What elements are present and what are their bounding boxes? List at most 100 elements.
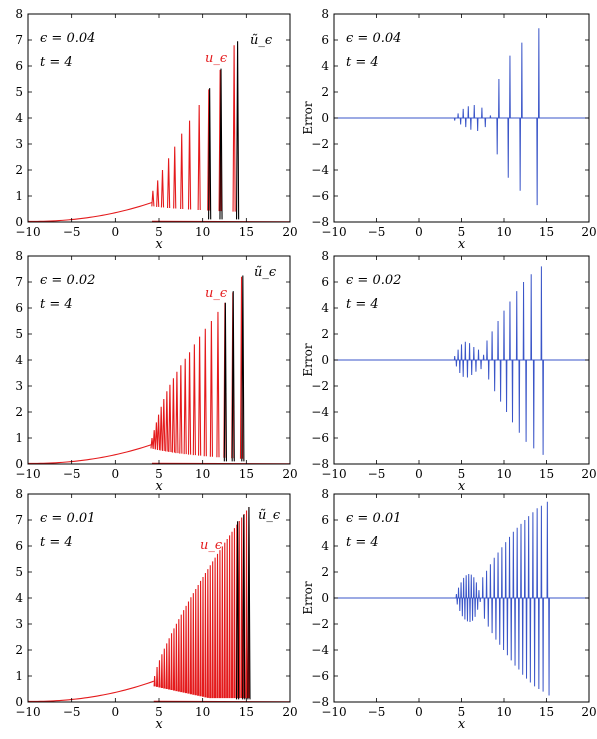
y-tick-label: 4: [15, 353, 23, 367]
x-tick-label: −10: [15, 705, 40, 719]
y-tick-label: −4: [311, 643, 329, 657]
x-tick-label: 5: [155, 225, 163, 239]
u-eps-peak-4: [163, 648, 166, 689]
x-tick-label: 15: [239, 467, 254, 481]
u-eps-peak-6: [187, 120, 192, 210]
x-tick-label: 20: [282, 467, 297, 481]
y-tick-label: 1: [15, 189, 23, 203]
error-spike-14: [482, 354, 485, 361]
error-spike-5: [461, 597, 464, 617]
x-tick-label: 20: [581, 225, 596, 239]
x-axis-label: x: [458, 479, 466, 494]
u-eps-peak-6: [168, 638, 171, 690]
error-spike-40: [520, 523, 522, 599]
error-spike-20: [499, 359, 502, 402]
u-tilde-peak-0: [223, 302, 227, 462]
u-eps-peak-7: [197, 104, 201, 211]
u-eps-peak-30: [226, 538, 229, 699]
u-eps-peak-27: [218, 550, 222, 699]
error-spike-22: [485, 570, 488, 599]
x-tick-label: −10: [321, 467, 346, 481]
u-eps-ramp: [28, 443, 153, 464]
error-spike-18: [536, 117, 538, 206]
y-tick-label: 8: [321, 7, 329, 21]
x-tick-label: 5: [458, 705, 466, 719]
x-tick-label: −10: [15, 225, 40, 239]
y-tick-label: 6: [15, 301, 23, 315]
u-eps-peak-0: [153, 675, 156, 687]
error-spike-1: [455, 359, 458, 367]
y-tick-label: 0: [15, 215, 23, 229]
error-spike-22: [505, 359, 508, 413]
u-eps-peak-2: [154, 422, 158, 450]
u-eps-peak-1: [156, 180, 160, 207]
error-spike-11: [489, 115, 492, 119]
error-spike-13: [480, 359, 482, 370]
x-tick-label: −10: [321, 705, 346, 719]
error-spike-45: [529, 597, 532, 683]
chart-panel-left-row-3: −10 −5 0 5 10 15 20 0 1 2 3 4 5 6 7 8 x ϵ = 0.01 t = 4 u_ϵ ũ…: [15, 487, 297, 732]
error-spike-0: [453, 356, 456, 361]
u-eps-peak-11: [180, 614, 183, 693]
x-tick-label: 10: [195, 225, 210, 239]
y-tick-label: 4: [15, 591, 23, 605]
error-spike-4: [464, 117, 467, 128]
y-axis-label: Error: [301, 101, 315, 134]
error-spike-15: [486, 340, 488, 361]
u-tilde-peak-0: [208, 88, 212, 220]
u-eps-peak-7: [168, 384, 172, 453]
y-tick-label: 0: [321, 111, 329, 125]
u-eps-peak-33: [233, 528, 236, 699]
u-tilde-peak-0: [236, 521, 240, 700]
chart-panel-left-row-1: −10 −5 0 5 10 15 20 0 1 2 3 4 5 6 7 8 x ϵ = 0.04 t = 4 u_ϵ ũ…: [15, 7, 297, 252]
y-tick-label: 8: [15, 487, 23, 501]
u-eps-peak-32: [230, 531, 234, 699]
error-spike-17: [521, 42, 523, 119]
error-spike-3: [462, 108, 465, 119]
u-eps-peak-3: [160, 654, 163, 688]
y-tick-label: −6: [311, 189, 329, 203]
plot-data: [334, 501, 589, 696]
y-tick-label: 7: [15, 513, 23, 527]
u-eps-ramp: [28, 201, 153, 222]
error-spike-3: [458, 359, 461, 374]
u-eps-label: u_ϵ: [200, 538, 223, 553]
error-spike-18: [493, 359, 496, 392]
u-eps-peak-5: [180, 133, 184, 210]
error-spike-17: [476, 597, 479, 610]
u-eps-peak-17: [216, 311, 220, 458]
u-eps-peak-10: [232, 45, 236, 212]
error-spike-24: [489, 564, 492, 599]
u-eps-peak-5: [165, 643, 168, 690]
chart-panel-right-row-1: −10 −5 0 5 10 15 20 −8 −6 −4 −2 0 2 4 6 8 x Error ϵ = 0.04…: [301, 7, 597, 252]
x-tick-label: 0: [415, 225, 423, 239]
x-tick-label: 10: [195, 705, 210, 719]
u-eps-peak-10: [179, 365, 183, 454]
error-spike-31: [502, 597, 505, 651]
u-tilde-peak-1: [231, 291, 235, 462]
annotation-1: t = 4: [40, 55, 73, 70]
error-spike-4: [460, 582, 462, 599]
u-eps-peak-15: [189, 597, 192, 695]
error-spike-9: [481, 107, 483, 119]
u-eps-peak-0: [150, 437, 154, 449]
x-tick-label: −5: [63, 467, 81, 481]
error-spike-11: [475, 359, 477, 372]
error-spike-53: [548, 597, 550, 696]
plot-data: [28, 41, 290, 222]
u-eps-peak-14: [198, 336, 202, 456]
x-tick-label: 20: [282, 225, 297, 239]
x-tick-label: 20: [581, 467, 596, 481]
x-tick-label: 15: [539, 705, 554, 719]
x-axis-label: x: [458, 717, 466, 732]
error-spike-32: [504, 542, 507, 599]
u-tilde-peak-1: [242, 514, 246, 700]
error-spike-34: [508, 536, 511, 599]
x-tick-label: 0: [415, 705, 423, 719]
y-tick-label: 2: [321, 565, 329, 579]
y-tick-label: −4: [311, 163, 329, 177]
y-tick-label: 5: [15, 565, 23, 579]
y-tick-label: 1: [15, 669, 23, 683]
error-spike-10: [467, 573, 470, 599]
